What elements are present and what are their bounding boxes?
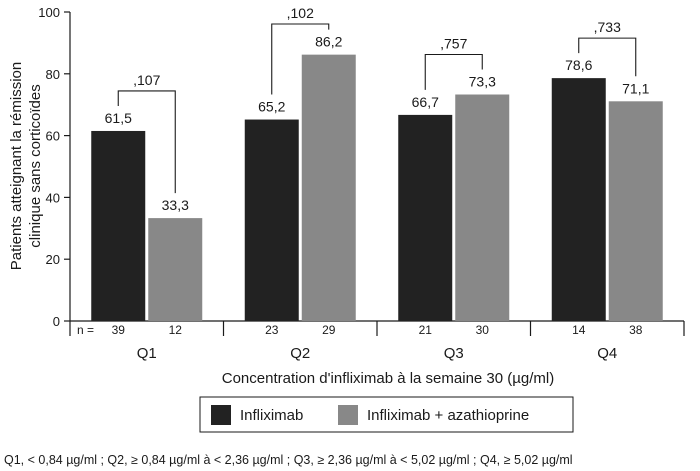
p-value-label: ,733 (594, 19, 621, 35)
category-label-q2: Q2 (290, 345, 310, 362)
p-value-bracket (271, 23, 330, 95)
p-value-bracket (117, 90, 176, 194)
y-tick-label: 60 (46, 129, 60, 144)
x-axis-title: Concentration d'infliximab à la semaine … (222, 370, 555, 387)
y-axis-title-line1: Patients atteignant la rémission (8, 62, 25, 270)
footnote: Q1, < 0,84 µg/ml ; Q2, ≥ 0,84 µg/ml à < … (4, 453, 573, 467)
n-count-label: 30 (476, 323, 490, 337)
bar-q3-infliximab-azathioprine (455, 94, 510, 322)
n-count-label: 23 (265, 323, 279, 337)
legend-label-infliximab-azathioprine: Infliximab + azathioprine (367, 407, 529, 424)
n-count-label: 21 (419, 323, 433, 337)
y-tick-label: 40 (46, 190, 60, 205)
n-prefix-label: n = (77, 323, 94, 337)
bar-q2-infliximab (244, 119, 299, 321)
data-label: 66,7 (412, 94, 439, 110)
data-label: 65,2 (258, 99, 285, 115)
n-count-label: 29 (322, 323, 336, 337)
data-label: 78,6 (565, 57, 592, 73)
legend-box (199, 396, 574, 433)
n-count-label: 38 (629, 323, 643, 337)
legend-swatch-infliximab-azathioprine (338, 405, 358, 425)
bars (91, 54, 663, 322)
labels: n = 61,5 39 33,3 12 Q1 ,107 65,2 23 86,2 29 Q2 ,102 6… (77, 5, 650, 362)
data-label: 86,2 (315, 34, 342, 50)
category-label-q1: Q1 (137, 345, 157, 362)
data-label: 61,5 (105, 110, 132, 126)
data-label: 73,3 (469, 74, 496, 90)
p-value-label: ,107 (133, 72, 160, 88)
legend: Infliximab Infliximab + azathioprine (199, 396, 574, 433)
n-count-label: 14 (572, 323, 586, 337)
bar-q4-infliximab (551, 78, 606, 321)
bar-q1-infliximab (91, 130, 146, 321)
legend-swatch-infliximab (211, 405, 231, 425)
data-label: 33,3 (162, 197, 189, 213)
y-tick-label: 80 (46, 67, 60, 82)
bar-q2-infliximab-azathioprine (301, 54, 356, 321)
p-value-bracket (424, 53, 483, 90)
y-tick-label: 20 (46, 252, 60, 267)
category-label-q3: Q3 (444, 345, 464, 362)
bar-q3-infliximab (398, 114, 453, 321)
legend-label-infliximab: Infliximab (240, 407, 303, 424)
bar-q4-infliximab-azathioprine (608, 101, 663, 322)
p-value-bracket (578, 37, 637, 77)
bar-q1-infliximab-azathioprine (148, 218, 203, 321)
y-tick-label: 0 (53, 314, 60, 329)
p-value-label: ,757 (440, 36, 467, 52)
data-label: 71,1 (622, 80, 649, 96)
n-count-label: 39 (112, 323, 126, 337)
category-label-q4: Q4 (597, 345, 617, 362)
p-value-brackets (117, 23, 637, 194)
p-value-label: ,102 (287, 5, 314, 21)
y-axis-title-line2: clinique sans corticoïdes (27, 84, 44, 247)
y-tick-label: 100 (38, 5, 60, 20)
n-count-label: 12 (169, 323, 183, 337)
